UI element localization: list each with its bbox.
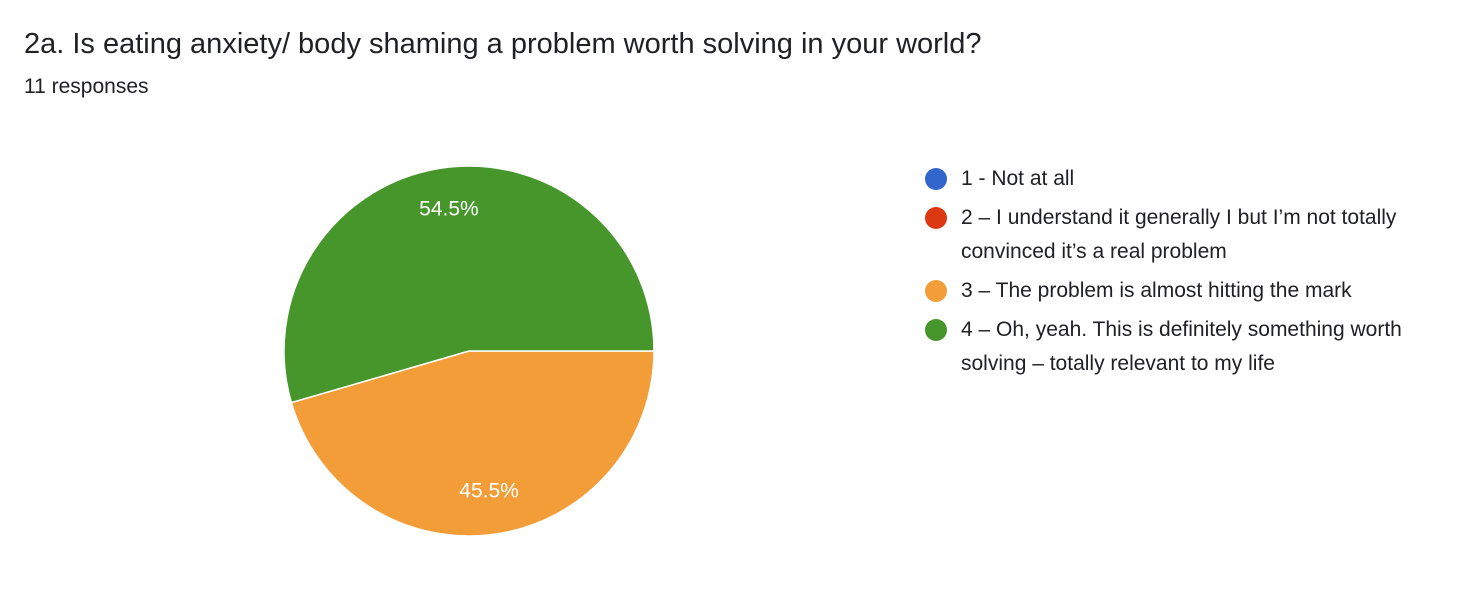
legend-item-3[interactable]: 3 – The problem is almost hitting the ma… bbox=[924, 274, 1444, 308]
legend-item-2[interactable]: 2 – I understand it generally I but I’m … bbox=[924, 201, 1444, 269]
legend-swatch-icon bbox=[925, 319, 947, 341]
legend-label: 4 – Oh, yeah. This is definitely somethi… bbox=[961, 318, 1402, 375]
chart-legend: 1 - Not at all 2 – I understand it gener… bbox=[924, 162, 1444, 386]
chart-title: 2a. Is eating anxiety/ body shaming a pr… bbox=[24, 28, 982, 60]
pie-slice-4[interactable] bbox=[283, 165, 655, 404]
pie-slice-3[interactable] bbox=[290, 350, 655, 537]
slice-value-label: 45.5% bbox=[459, 480, 519, 503]
response-count: 11 responses bbox=[24, 75, 149, 98]
legend-item-4[interactable]: 4 – Oh, yeah. This is definitely somethi… bbox=[924, 313, 1444, 381]
legend-swatch-icon bbox=[925, 168, 947, 190]
legend-swatch-icon bbox=[925, 280, 947, 302]
legend-label: 1 - Not at all bbox=[961, 167, 1075, 190]
legend-item-1[interactable]: 1 - Not at all bbox=[924, 162, 1444, 196]
legend-label: 2 – I understand it generally I but I’m … bbox=[961, 206, 1397, 263]
slice-value-label: 54.5% bbox=[419, 198, 479, 221]
legend-label: 3 – The problem is almost hitting the ma… bbox=[961, 279, 1352, 302]
legend-swatch-icon bbox=[925, 207, 947, 229]
